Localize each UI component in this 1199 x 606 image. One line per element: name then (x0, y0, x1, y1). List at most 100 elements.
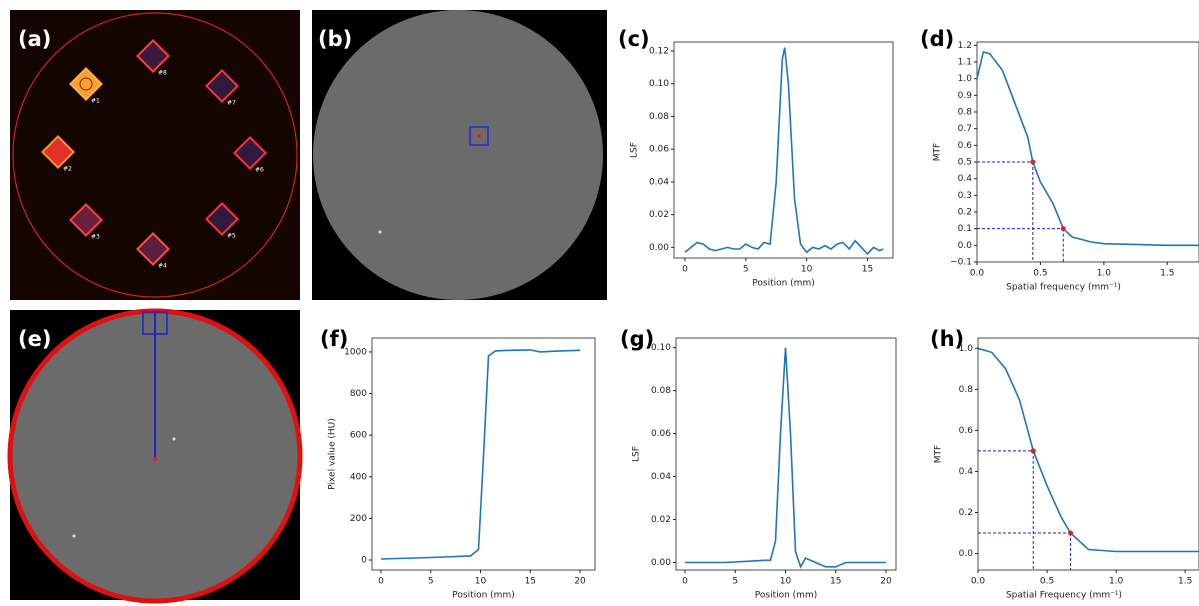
y-tick-label: 0.6 (959, 426, 974, 436)
x-axis-label: Position (mm) (752, 279, 814, 289)
y-axis-label: Pixel value (HU) (328, 418, 338, 490)
y-tick-label: 0.2 (959, 508, 973, 518)
y-tick-label: 0.06 (649, 145, 669, 155)
y-tick-label: 0.04 (651, 472, 671, 482)
panel-label: (d) (920, 27, 954, 51)
speck (73, 535, 76, 538)
y-tick-label: 0.12 (649, 47, 669, 57)
y-tick-label: 0.4 (958, 174, 973, 184)
y-tick-label: 0.02 (649, 210, 669, 220)
panel-label: (e) (18, 327, 51, 351)
plot-area (977, 42, 1199, 262)
x-tick-label: 15 (830, 577, 841, 587)
roi-center (477, 134, 481, 138)
figure: #1#2#3#4#5#6#7#8(a)(b)(c)(d)(e)(f)(g)(h)… (0, 0, 1199, 606)
x-tick-label: 1.5 (1160, 269, 1174, 279)
panel-label: (g) (620, 327, 654, 351)
x-tick-label: 10 (475, 577, 487, 587)
plot-area (978, 338, 1199, 570)
x-axis-label: Spatial frequency (mm⁻¹) (1006, 283, 1121, 293)
x-axis-label: Position (mm) (452, 591, 514, 601)
curve (978, 348, 1199, 551)
y-tick-label: 1000 (344, 347, 367, 357)
y-tick-label: 0.00 (649, 243, 669, 253)
x-tick-label: 0 (682, 577, 688, 587)
y-tick-label: 1.0 (959, 344, 974, 354)
y-tick-label: 1.2 (958, 41, 972, 51)
y-tick-label: 0.0 (959, 549, 974, 559)
y-axis-label: LSF (632, 446, 642, 462)
y-tick-label: 0 (361, 556, 367, 566)
x-tick-label: 0.0 (971, 577, 986, 587)
insert-label: #5 (227, 233, 236, 240)
point (1030, 160, 1035, 165)
y-tick-label: 0.4 (959, 467, 974, 477)
speck (379, 231, 382, 234)
x-tick-label: 5 (732, 577, 738, 587)
y-tick-label: 0.8 (959, 385, 974, 395)
y-tick-label: −0.1 (950, 258, 972, 268)
y-tick-label: 0.00 (651, 558, 671, 568)
point (1031, 448, 1036, 453)
x-tick-label: 0 (682, 265, 688, 275)
y-tick-label: 0.04 (649, 177, 669, 187)
y-tick-label: 0.08 (649, 112, 669, 122)
y-tick-label: 400 (350, 472, 367, 482)
y-axis-label: LSF (630, 142, 640, 158)
insert-label: #8 (158, 70, 167, 77)
insert-label: #6 (255, 167, 264, 174)
insert-label: #3 (91, 234, 100, 241)
x-tick-label: 15 (862, 265, 873, 275)
x-axis-label: Spatial Frequency (mm⁻¹) (1006, 591, 1122, 601)
y-axis-label: MTF (933, 143, 943, 161)
y-tick-label: 200 (350, 514, 367, 524)
x-tick-label: 20 (880, 577, 892, 587)
insert-label: #1 (91, 98, 100, 105)
y-tick-label: 0.02 (651, 515, 671, 525)
y-tick-label: 1.0 (958, 74, 973, 84)
y-tick-label: 0.5 (958, 158, 972, 168)
plot-area (674, 42, 893, 258)
curve (685, 348, 886, 567)
y-tick-label: 0.7 (958, 124, 972, 134)
y-tick-label: 0.6 (958, 141, 973, 151)
y-tick-label: 0.06 (651, 429, 671, 439)
y-tick-label: 0.0 (958, 241, 973, 251)
y-tick-label: 0.8 (958, 108, 973, 118)
x-tick-label: 1.5 (1178, 577, 1192, 587)
y-axis-label: MTF (934, 445, 944, 463)
insert-label: #4 (158, 263, 167, 270)
y-tick-label: 0.08 (651, 386, 671, 396)
panel-label: (a) (18, 27, 51, 51)
y-tick-label: 0.10 (649, 79, 669, 89)
point (1068, 531, 1073, 536)
x-tick-label: 15 (525, 577, 536, 587)
y-tick-label: 0.2 (958, 208, 972, 218)
phantom (313, 10, 603, 300)
curve (381, 350, 580, 559)
x-tick-label: 0.5 (1040, 577, 1054, 587)
insert-label: #2 (63, 166, 72, 173)
x-tick-label: 20 (574, 577, 586, 587)
y-tick-label: 800 (350, 389, 367, 399)
y-tick-label: 600 (350, 431, 367, 441)
x-tick-label: 10 (801, 265, 813, 275)
x-tick-label: 0.0 (970, 269, 985, 279)
y-tick-label: 1.1 (958, 58, 972, 68)
insert-label: #7 (227, 100, 236, 107)
center (153, 457, 157, 461)
x-tick-label: 0.5 (1033, 269, 1047, 279)
y-tick-label: 0.10 (651, 343, 671, 353)
panel-label: (c) (618, 27, 650, 51)
speck (173, 438, 176, 441)
x-tick-label: 0 (378, 577, 384, 587)
y-tick-label: 0.3 (958, 191, 972, 201)
x-axis-label: Position (mm) (755, 591, 817, 601)
panel-label: (b) (318, 27, 352, 51)
point (1061, 226, 1066, 231)
curve (685, 48, 883, 254)
x-tick-label: 10 (780, 577, 792, 587)
x-tick-label: 5 (428, 577, 434, 587)
curve (977, 52, 1199, 245)
x-tick-label: 1.0 (1109, 577, 1124, 587)
